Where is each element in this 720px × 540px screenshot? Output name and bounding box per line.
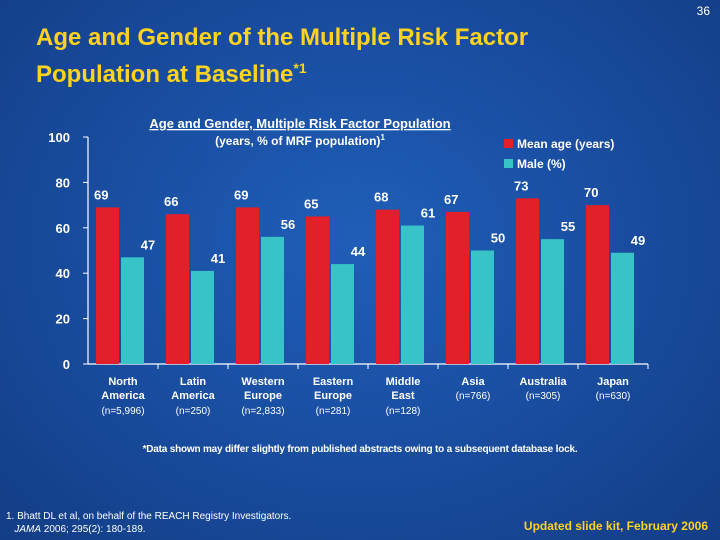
data-label-male-pct: 50 <box>491 231 505 246</box>
y-tick-label: 60 <box>56 221 70 236</box>
x-category-count: (n=305) <box>526 391 561 402</box>
data-footnote: *Data shown may differ slightly from pub… <box>142 444 578 455</box>
x-category-label: Eastern <box>313 376 354 388</box>
x-category-count: (n=2,833) <box>241 406 284 417</box>
legend-swatch-male-pct <box>504 159 513 168</box>
bar-mean-age <box>586 205 609 364</box>
x-category-label: North <box>108 376 138 388</box>
x-category-label: Australia <box>519 376 567 388</box>
bar-male-pct <box>471 250 494 364</box>
data-label-mean-age: 67 <box>444 192 458 207</box>
x-category-label: Europe <box>244 390 282 402</box>
x-category-label: Japan <box>597 376 629 388</box>
x-category-label: East <box>391 390 415 402</box>
bar-mean-age <box>376 209 399 364</box>
bar-mean-age <box>306 216 329 364</box>
bar-male-pct <box>401 225 424 364</box>
bar-male-pct <box>611 252 634 364</box>
bar-male-pct <box>261 236 284 364</box>
x-category-label: Western <box>241 376 284 388</box>
chart-subtitle: (years, % of MRF population)1 <box>215 133 385 148</box>
y-tick-label: 0 <box>63 357 70 372</box>
data-label-mean-age: 66 <box>164 194 178 209</box>
title-superscript: *1 <box>293 60 307 76</box>
data-label-mean-age: 70 <box>584 185 598 200</box>
data-label-male-pct: 55 <box>561 219 575 234</box>
y-tick-label: 80 <box>56 175 70 190</box>
bar-mean-age <box>166 214 189 364</box>
y-tick-label: 100 <box>48 130 70 145</box>
x-category-label: America <box>171 390 215 402</box>
bar-male-pct <box>121 257 144 364</box>
slide-title: Age and Gender of the Multiple Risk Fact… <box>36 22 676 90</box>
title-line-2: Population at Baseline <box>36 61 294 88</box>
x-category-label: Europe <box>314 390 352 402</box>
reference-line-1: 1. Bhatt DL et al, on behalf of the REAC… <box>6 511 292 522</box>
x-category-label: Asia <box>461 376 485 388</box>
data-label-male-pct: 44 <box>351 244 366 259</box>
reference-journal: JAMA <box>14 524 42 535</box>
x-category-count: (n=5,996) <box>101 406 144 417</box>
x-category-label: Middle <box>386 376 421 388</box>
y-tick-label: 40 <box>56 266 70 281</box>
title-line-1: Age and Gender of the Multiple Risk Fact… <box>36 24 529 51</box>
legend-label-mean-age: Mean age (years) <box>517 137 614 151</box>
x-category-label: America <box>101 390 145 402</box>
x-category-count: (n=766) <box>456 391 491 402</box>
legend-swatch-mean-age <box>504 139 513 148</box>
bar-male-pct <box>191 270 214 364</box>
updated-note: Updated slide kit, February 2006 <box>523 519 708 533</box>
bar-mean-age <box>516 198 539 364</box>
legend-label-male-pct: Male (%) <box>517 157 566 171</box>
x-category-count: (n=128) <box>386 406 421 417</box>
chart-subtitle-superscript: 1 <box>380 133 385 142</box>
data-label-mean-age: 73 <box>514 178 528 193</box>
bar-mean-age <box>446 211 469 364</box>
reference-citation: 2006; 295(2): 180-189. <box>41 524 146 535</box>
data-label-male-pct: 61 <box>421 206 435 221</box>
data-label-mean-age: 65 <box>304 196 318 211</box>
x-category-label: Latin <box>180 376 207 388</box>
bar-mean-age <box>236 207 259 364</box>
data-label-male-pct: 47 <box>141 237 155 252</box>
slide-number: 36 <box>696 4 710 18</box>
x-category-count: (n=281) <box>316 406 351 417</box>
data-label-mean-age: 68 <box>374 190 388 205</box>
data-label-mean-age: 69 <box>94 187 108 202</box>
data-label-mean-age: 69 <box>234 187 248 202</box>
reference: 1. Bhatt DL et al, on behalf of the REAC… <box>6 510 291 536</box>
bar-mean-age <box>96 207 119 364</box>
bar-male-pct <box>331 264 354 364</box>
bar-chart: Age and Gender, Multiple Risk Factor Pop… <box>48 116 645 417</box>
bar-male-pct <box>541 239 564 364</box>
data-label-male-pct: 41 <box>211 251 225 266</box>
chart-title: Age and Gender, Multiple Risk Factor Pop… <box>149 116 450 131</box>
y-tick-label: 20 <box>56 312 70 327</box>
data-label-male-pct: 56 <box>281 217 295 232</box>
data-label-male-pct: 49 <box>631 233 645 248</box>
x-category-count: (n=250) <box>176 406 211 417</box>
x-category-count: (n=630) <box>596 391 631 402</box>
